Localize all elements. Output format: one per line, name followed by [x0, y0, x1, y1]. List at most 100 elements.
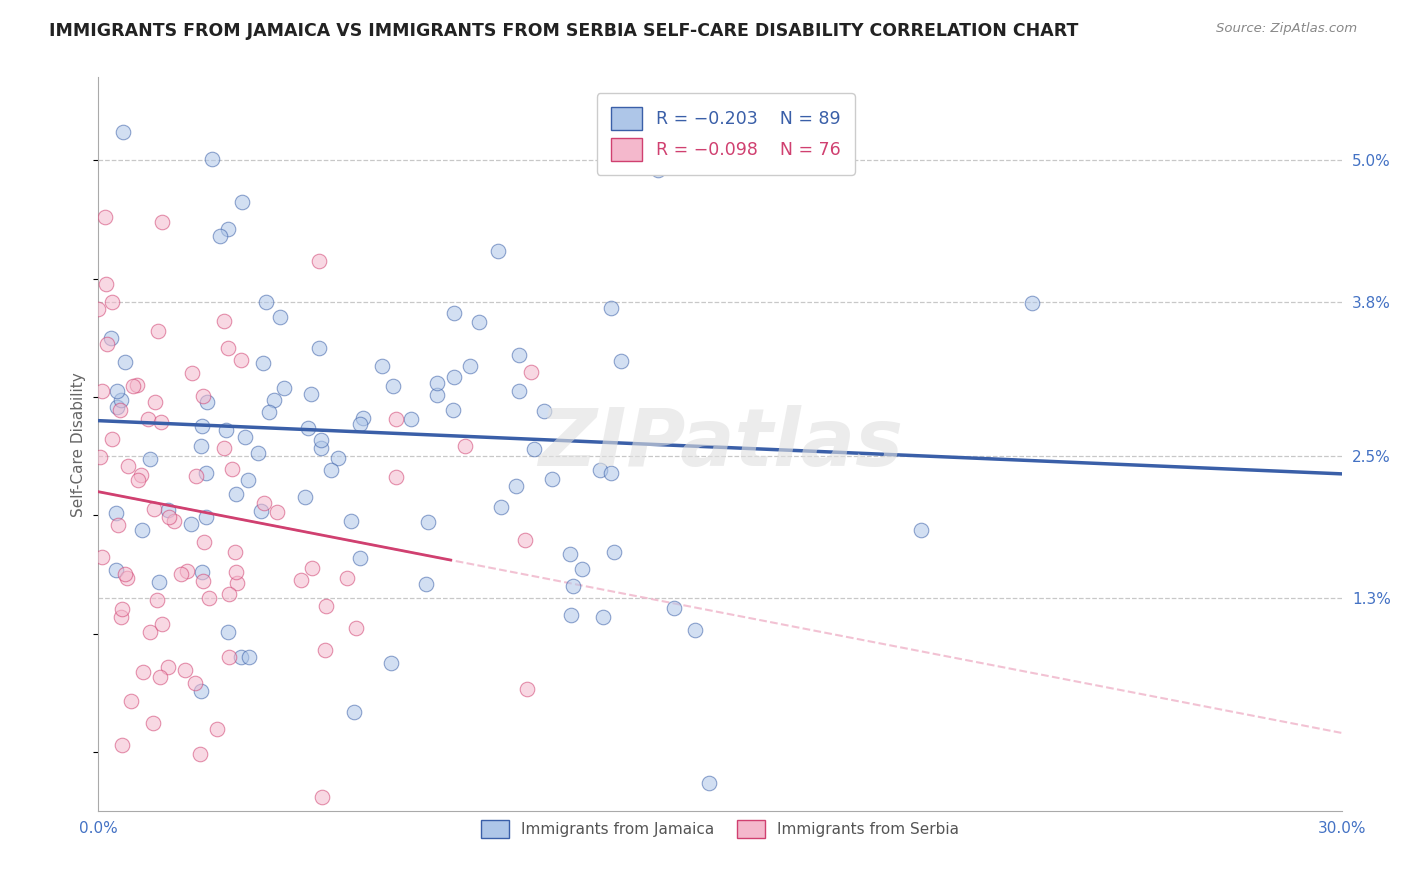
- Point: [173, 663, 195, 677]
- Text: ZIPatlas: ZIPatlas: [537, 405, 903, 483]
- Point: [193, 534, 215, 549]
- Point: [683, 624, 706, 638]
- Point: [218, 650, 240, 665]
- Point: [311, 433, 333, 447]
- Point: [231, 353, 253, 368]
- Point: [349, 551, 371, 566]
- Point: [150, 415, 173, 429]
- Point: [308, 254, 330, 268]
- Point: [96, 337, 118, 351]
- Point: [343, 705, 366, 719]
- Point: [117, 571, 139, 585]
- Point: [105, 401, 128, 415]
- Point: [236, 473, 259, 487]
- Point: [252, 356, 274, 370]
- Text: Source: ZipAtlas.com: Source: ZipAtlas.com: [1216, 22, 1357, 36]
- Point: [170, 567, 193, 582]
- Point: [212, 441, 235, 455]
- Point: [108, 403, 131, 417]
- Point: [139, 451, 162, 466]
- Point: [600, 466, 623, 480]
- Point: [163, 514, 186, 528]
- Point: [385, 470, 408, 484]
- Text: IMMIGRANTS FROM JAMAICA VS IMMIGRANTS FROM SERBIA SELF-CARE DISABILITY CORRELATI: IMMIGRANTS FROM JAMAICA VS IMMIGRANTS FR…: [49, 22, 1078, 40]
- Point: [190, 683, 212, 698]
- Point: [697, 776, 720, 790]
- Point: [225, 487, 247, 501]
- Point: [221, 461, 243, 475]
- Point: [344, 621, 367, 635]
- Point: [609, 354, 631, 368]
- Point: [111, 125, 134, 139]
- Point: [301, 561, 323, 575]
- Point: [352, 411, 374, 425]
- Point: [176, 564, 198, 578]
- Point: [157, 509, 180, 524]
- Point: [157, 660, 180, 674]
- Point: [217, 221, 239, 235]
- Point: [110, 392, 132, 407]
- Point: [560, 547, 582, 561]
- Point: [254, 294, 277, 309]
- Point: [191, 565, 214, 579]
- Point: [257, 405, 280, 419]
- Point: [127, 473, 149, 487]
- Point: [571, 562, 593, 576]
- Point: [180, 517, 202, 532]
- Point: [218, 587, 240, 601]
- Point: [602, 545, 624, 559]
- Point: [290, 573, 312, 587]
- Point: [370, 835, 392, 849]
- Point: [190, 438, 212, 452]
- Point: [1021, 296, 1043, 310]
- Point: [105, 506, 128, 520]
- Point: [105, 563, 128, 577]
- Point: [131, 523, 153, 537]
- Point: [253, 496, 276, 510]
- Point: [508, 349, 530, 363]
- Point: [91, 384, 114, 398]
- Point: [250, 504, 273, 518]
- Point: [212, 314, 235, 328]
- Point: [541, 472, 564, 486]
- Point: [273, 381, 295, 395]
- Point: [443, 306, 465, 320]
- Point: [94, 277, 117, 291]
- Point: [592, 610, 614, 624]
- Point: [247, 446, 270, 460]
- Point: [600, 301, 623, 315]
- Point: [121, 378, 143, 392]
- Point: [399, 412, 422, 426]
- Point: [426, 388, 449, 402]
- Point: [181, 366, 204, 380]
- Point: [110, 609, 132, 624]
- Point: [114, 566, 136, 581]
- Point: [184, 676, 207, 690]
- Point: [486, 244, 509, 259]
- Point: [217, 342, 239, 356]
- Point: [371, 359, 394, 373]
- Point: [508, 384, 530, 399]
- Point: [152, 215, 174, 229]
- Point: [225, 576, 247, 591]
- Point: [231, 650, 253, 665]
- Point: [489, 500, 512, 514]
- Point: [664, 601, 686, 615]
- Point: [311, 790, 333, 805]
- Point: [208, 228, 231, 243]
- Point: [560, 607, 582, 622]
- Point: [111, 602, 134, 616]
- Point: [156, 502, 179, 516]
- Point: [94, 210, 117, 224]
- Point: [107, 517, 129, 532]
- Point: [336, 571, 359, 585]
- Point: [416, 515, 439, 529]
- Point: [87, 301, 110, 316]
- Point: [195, 466, 218, 480]
- Point: [100, 331, 122, 345]
- Point: [520, 365, 543, 379]
- Point: [142, 716, 165, 731]
- Point: [207, 722, 229, 736]
- Point: [426, 376, 449, 390]
- Point: [294, 490, 316, 504]
